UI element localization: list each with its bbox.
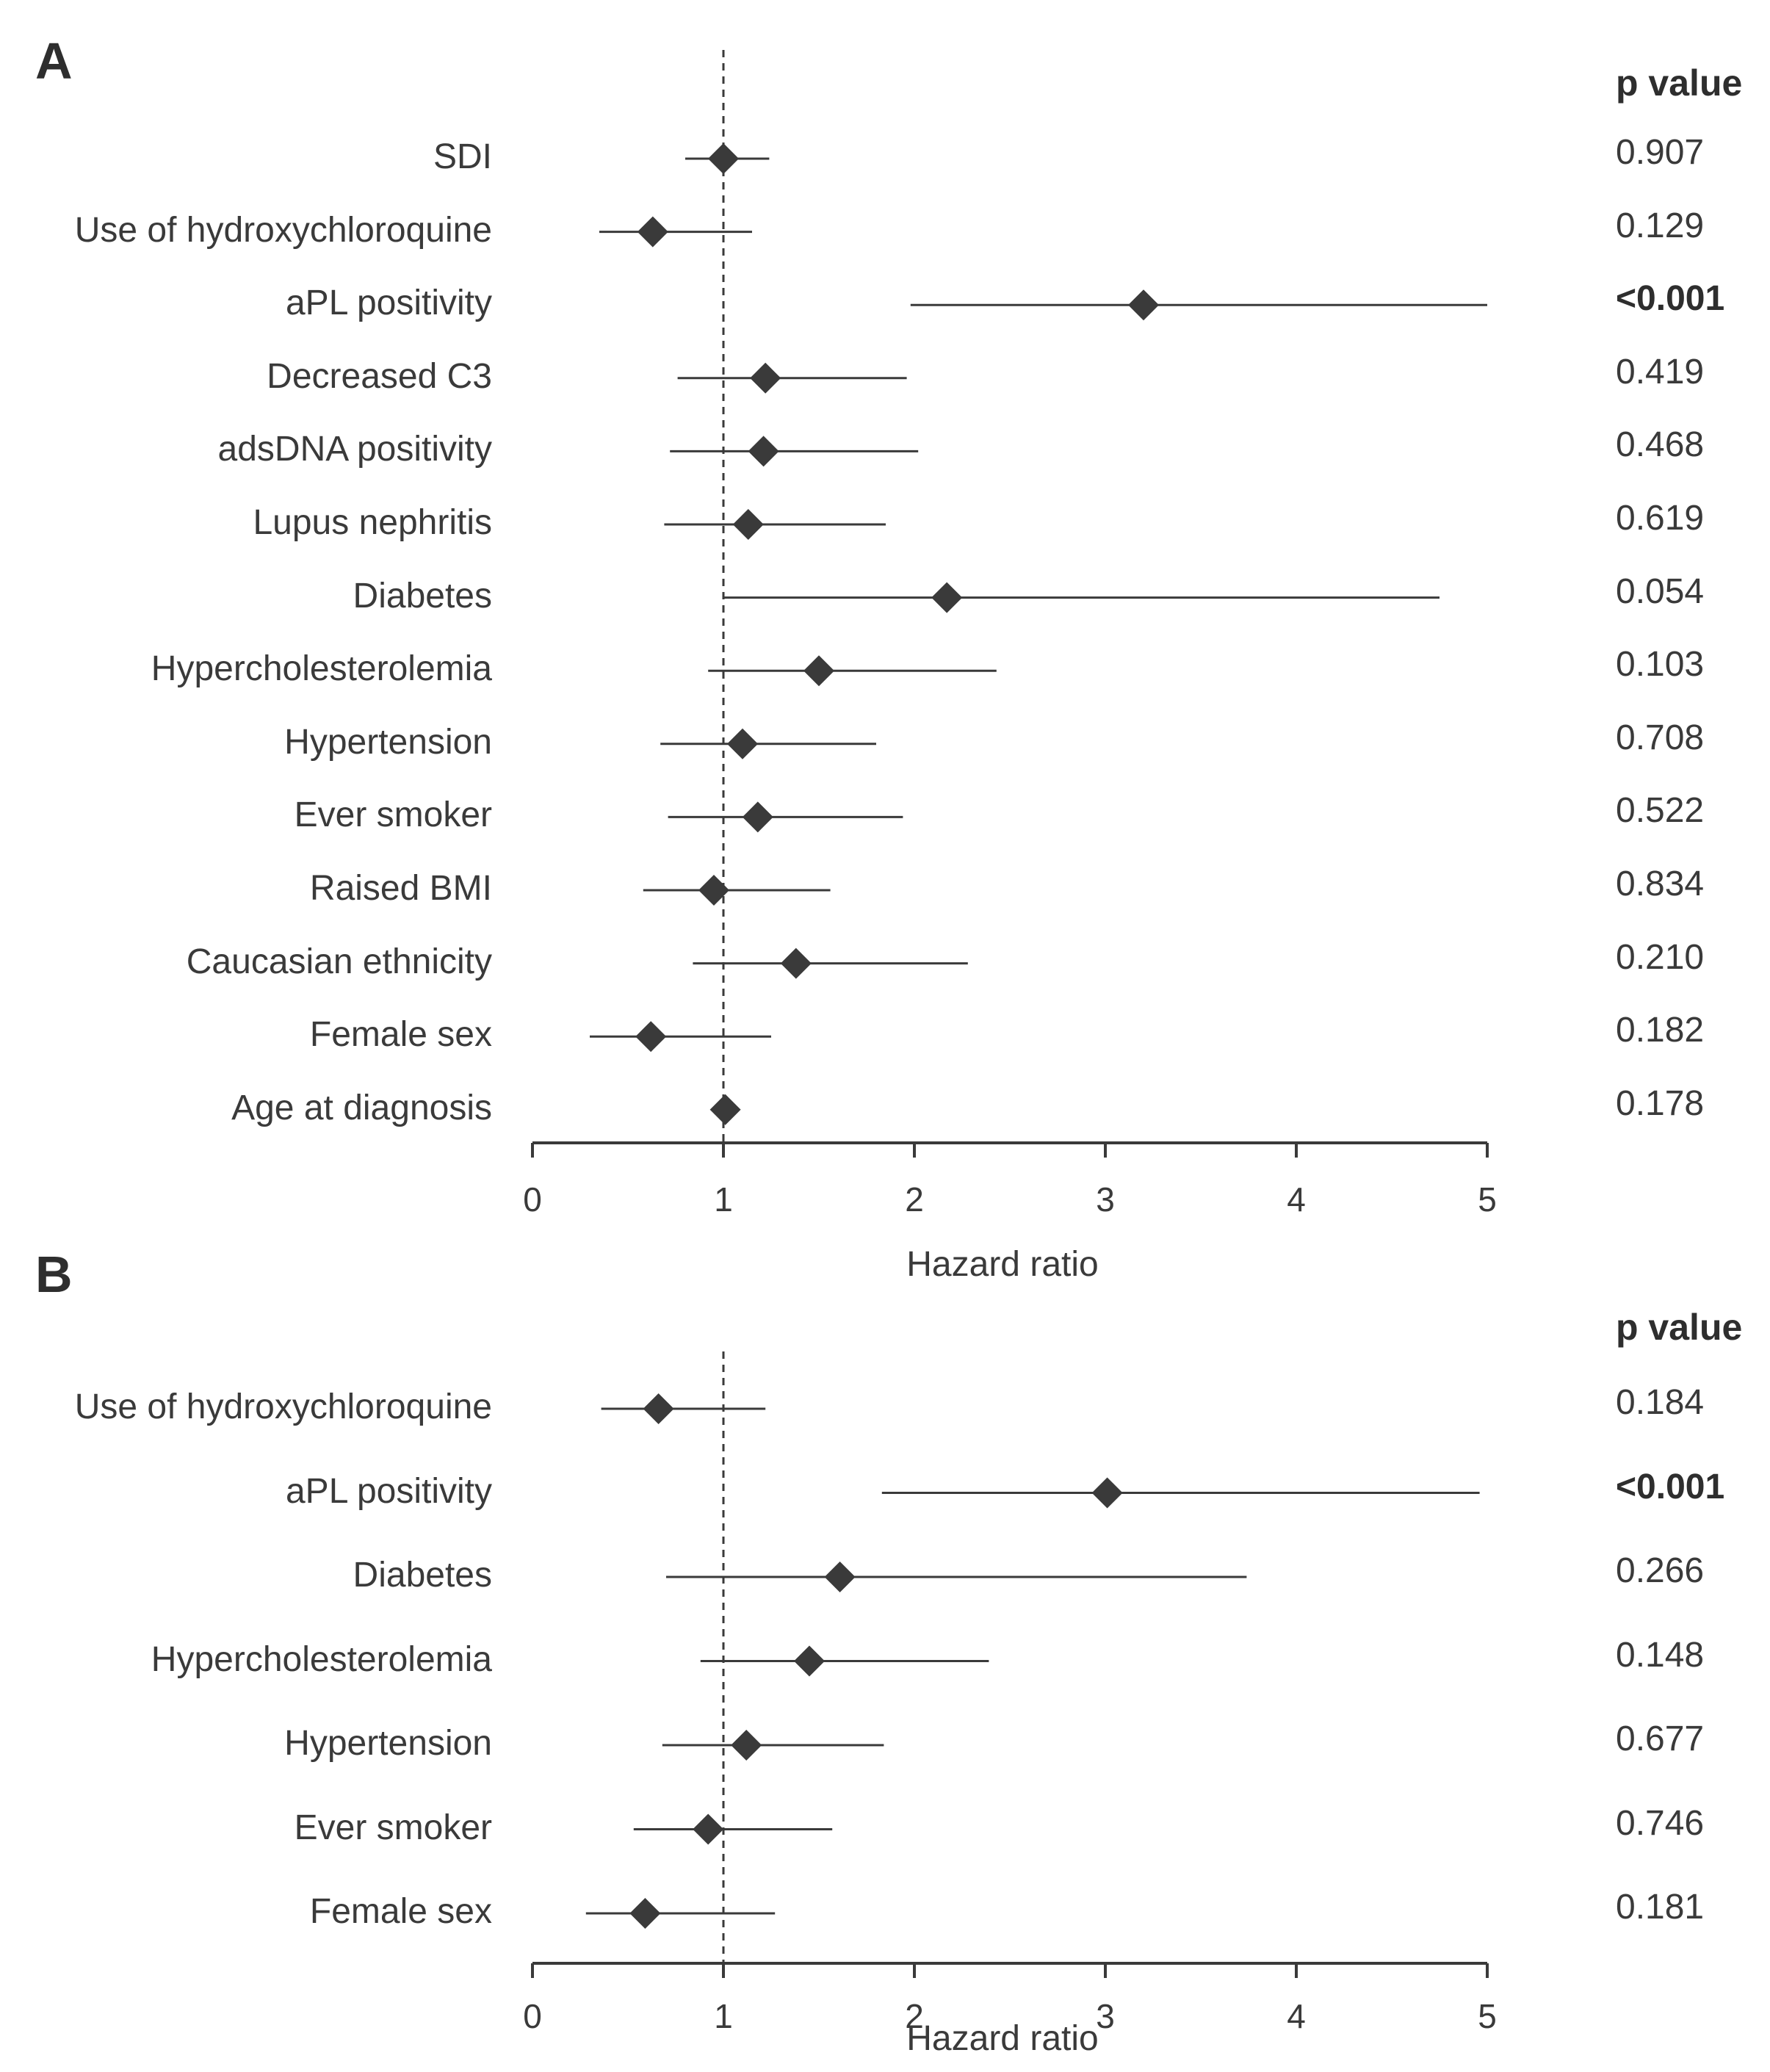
x-tick-label: 4 [1287, 1997, 1306, 2035]
p-value: 0.619 [1616, 499, 1705, 538]
hazard-ratio-marker [727, 728, 758, 759]
row-label: aPL positivity [285, 284, 492, 323]
row-label: Ever smoker [294, 1808, 492, 1847]
row-label: Age at diagnosis [231, 1088, 492, 1127]
p-value: 0.677 [1616, 1719, 1705, 1758]
panel-a-pvalue-header: p value [1616, 62, 1743, 104]
hazard-ratio-marker [931, 582, 963, 613]
hazard-ratio-marker [1128, 289, 1159, 321]
panel-a-label: A [35, 32, 73, 90]
x-tick-label: 3 [1096, 1180, 1115, 1219]
x-tick-label: 2 [905, 1997, 924, 2035]
p-value: 0.419 [1616, 352, 1705, 391]
row-label: Female sex [309, 1015, 492, 1055]
x-tick-label: 0 [523, 1997, 542, 2035]
row-label: Caucasian ethnicity [186, 942, 492, 981]
p-value: 0.182 [1616, 1011, 1705, 1050]
hazard-ratio-marker [629, 1898, 661, 1929]
p-value: 0.266 [1616, 1551, 1705, 1590]
row-label: Decreased C3 [267, 356, 492, 396]
hazard-ratio-marker [643, 1393, 674, 1424]
x-tick-label: 3 [1096, 1997, 1115, 2035]
hazard-ratio-marker [824, 1562, 856, 1592]
row-label: Diabetes [353, 576, 492, 616]
p-value: 0.178 [1616, 1083, 1705, 1123]
hazard-ratio-marker [803, 655, 834, 687]
hazard-ratio-marker [698, 875, 729, 906]
panel-b-label: B [35, 1246, 73, 1303]
p-value: 0.210 [1616, 937, 1705, 977]
x-tick-label: 5 [1478, 1180, 1497, 1219]
p-value: 0.522 [1616, 791, 1705, 831]
row-label: Use of hydroxychloroquine [74, 210, 492, 250]
hazard-ratio-marker [742, 801, 773, 833]
panel-b-pvalue-header: p value [1616, 1307, 1743, 1348]
hazard-ratio-marker [709, 1094, 741, 1125]
panel-a-x-axis-title: Hazard ratio [906, 1245, 1099, 1284]
hazard-ratio-marker [794, 1645, 825, 1677]
row-label: Hypercholesterolemia [151, 1639, 492, 1679]
hazard-ratio-marker [693, 1813, 724, 1845]
panel-a: A p value Hazard ratio 0 1 2 3 4 5 SDI 0.907 Use… [35, 32, 1743, 1284]
x-tick-label: 5 [1478, 1997, 1497, 2035]
hazard-ratio-marker [780, 947, 812, 979]
p-value: <0.001 [1616, 279, 1725, 319]
p-value: 0.907 [1616, 133, 1705, 172]
p-value: 0.184 [1616, 1383, 1705, 1422]
hazard-ratio-marker [748, 436, 779, 467]
hazard-ratio-marker [635, 1021, 667, 1053]
row-label: Use of hydroxychloroquine [74, 1387, 492, 1426]
row-label: adsDNA positivity [217, 430, 492, 469]
p-value: 0.129 [1616, 206, 1705, 245]
x-tick-label: 1 [714, 1180, 733, 1219]
row-label: Female sex [309, 1892, 492, 1931]
p-value: 0.148 [1616, 1635, 1705, 1675]
row-label: Hypertension [284, 722, 492, 762]
p-value: <0.001 [1616, 1467, 1725, 1506]
row-label: Hypertension [284, 1724, 492, 1763]
p-value: 0.708 [1616, 718, 1705, 757]
row-label: Diabetes [353, 1556, 492, 1595]
hazard-ratio-marker [708, 143, 739, 174]
hazard-ratio-marker [731, 1730, 762, 1761]
x-tick-label: 4 [1287, 1180, 1306, 1219]
row-label: Hypercholesterolemia [151, 649, 492, 689]
p-value: 0.181 [1616, 1888, 1705, 1927]
p-value: 0.746 [1616, 1803, 1705, 1843]
p-value: 0.103 [1616, 645, 1705, 685]
panel-b-x-axis-title: Hazard ratio [906, 2019, 1099, 2058]
x-tick-label: 0 [523, 1180, 542, 1219]
hazard-ratio-marker [637, 216, 668, 248]
p-value: 0.468 [1616, 425, 1705, 465]
row-label: SDI [433, 137, 492, 176]
x-tick-label: 2 [905, 1180, 924, 1219]
row-label: Lupus nephritis [253, 503, 492, 542]
p-value: 0.834 [1616, 864, 1705, 903]
hazard-ratio-marker [750, 362, 781, 394]
p-value: 0.054 [1616, 571, 1705, 611]
row-label: aPL positivity [285, 1471, 492, 1511]
hazard-ratio-marker [732, 509, 764, 540]
row-label: Raised BMI [309, 869, 492, 908]
row-label: Ever smoker [294, 795, 492, 835]
x-tick-label: 1 [714, 1997, 733, 2035]
hazard-ratio-marker [1091, 1477, 1123, 1509]
